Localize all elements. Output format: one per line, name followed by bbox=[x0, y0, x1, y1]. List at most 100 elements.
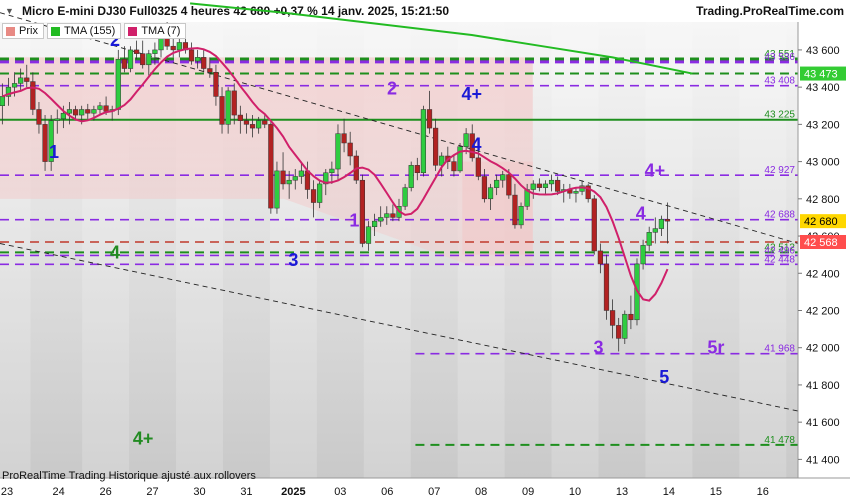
candle-body bbox=[121, 58, 127, 69]
wave-label: 2 bbox=[110, 30, 120, 50]
site-name: Trading.ProRealTime.com bbox=[696, 4, 844, 18]
candle-body bbox=[335, 133, 341, 170]
candle-body bbox=[347, 142, 353, 157]
price-swatch-icon bbox=[6, 26, 15, 36]
y-tick-label: 42 000 bbox=[806, 343, 840, 355]
candle-body bbox=[18, 77, 24, 84]
candle-body bbox=[420, 109, 427, 174]
level-label: 43 225 bbox=[764, 110, 795, 121]
y-tick-label: 43 200 bbox=[806, 119, 840, 131]
wave-label: 1 bbox=[49, 142, 59, 162]
legend-item-tma155[interactable]: TMA (155) bbox=[46, 23, 122, 39]
wave-label: 4+ bbox=[133, 428, 154, 448]
day-band bbox=[645, 22, 693, 478]
candle-body bbox=[628, 313, 634, 321]
candle-body bbox=[390, 213, 396, 218]
x-tick-label: 24 bbox=[53, 486, 65, 498]
x-tick-label: 08 bbox=[475, 486, 487, 498]
candle-body bbox=[219, 96, 225, 125]
candle-body bbox=[304, 170, 311, 190]
candle-body bbox=[542, 183, 549, 188]
candle-body bbox=[378, 217, 384, 222]
x-tick-label: 2025 bbox=[281, 486, 305, 498]
candle-body bbox=[280, 170, 286, 185]
y-tick-label: 43 600 bbox=[806, 45, 840, 57]
price-tag-label: 42 680 bbox=[804, 216, 838, 228]
candle-body bbox=[201, 57, 207, 69]
chart-title: Micro E-mini DJ30 Full0325 4 heures 42 6… bbox=[22, 4, 450, 18]
x-tick-label: 30 bbox=[193, 486, 205, 498]
y-tick-label: 43 400 bbox=[806, 82, 840, 94]
candle-body bbox=[597, 250, 603, 265]
legend-item-price[interactable]: Prix bbox=[2, 23, 44, 39]
candle-body bbox=[585, 185, 591, 200]
candle-body bbox=[11, 83, 18, 88]
price-tag bbox=[800, 234, 846, 249]
candle-body bbox=[451, 161, 457, 172]
wave-label: 3 bbox=[593, 337, 603, 357]
candle-body bbox=[54, 118, 60, 121]
candle-body bbox=[609, 310, 616, 326]
x-tick-label: 27 bbox=[146, 486, 158, 498]
legend-item-tma7[interactable]: TMA (7) bbox=[124, 23, 187, 39]
candle-body bbox=[152, 49, 158, 54]
collapse-icon[interactable]: ▼ bbox=[5, 6, 14, 16]
wave-label: 4 bbox=[110, 242, 120, 262]
wave-label: 1 bbox=[349, 211, 359, 231]
candle-body bbox=[512, 194, 518, 226]
candle-body bbox=[188, 49, 195, 62]
x-axis-bg bbox=[0, 478, 850, 500]
candle-body bbox=[24, 77, 30, 82]
candle-body bbox=[5, 86, 12, 97]
candle-body bbox=[225, 90, 231, 125]
price-tag-label: 43 473 bbox=[804, 69, 838, 81]
x-tick-label: 06 bbox=[381, 486, 393, 498]
level-label: 42 496 bbox=[764, 245, 795, 256]
candle-body bbox=[463, 133, 469, 147]
candle-body bbox=[616, 325, 622, 339]
candle-body bbox=[664, 219, 671, 222]
day-band bbox=[739, 22, 787, 478]
candle-body bbox=[329, 168, 335, 174]
y-axis-bg bbox=[798, 22, 850, 478]
level-label: 42 448 bbox=[764, 254, 795, 265]
candle-body bbox=[286, 179, 292, 185]
candle-body bbox=[195, 57, 201, 62]
day-band bbox=[551, 22, 599, 478]
y-tick-label: 41 600 bbox=[806, 417, 840, 429]
candle-body bbox=[487, 187, 494, 200]
wave-label: 5r bbox=[707, 337, 724, 357]
candle-body bbox=[176, 42, 182, 51]
candle-body bbox=[371, 220, 378, 227]
candle-body bbox=[317, 183, 323, 203]
level-label: 42 927 bbox=[764, 165, 795, 176]
level-label: 41 968 bbox=[764, 344, 795, 355]
candle-body bbox=[298, 170, 304, 177]
wave-label: 3 bbox=[288, 250, 298, 270]
candle-body bbox=[292, 176, 298, 181]
candle-body bbox=[426, 109, 433, 129]
x-tick-label: 23 bbox=[1, 486, 13, 498]
candle-body bbox=[103, 105, 109, 112]
price-tag bbox=[800, 66, 846, 81]
level-label: 43 551 bbox=[764, 49, 795, 60]
candle-body bbox=[91, 109, 97, 114]
x-tick-label: 07 bbox=[428, 486, 440, 498]
title-bar: ▼ Micro E-mini DJ30 Full0325 4 heures 42… bbox=[0, 0, 850, 22]
x-tick-label: 15 bbox=[710, 486, 722, 498]
candle-body bbox=[359, 179, 365, 244]
candle-body bbox=[310, 189, 317, 203]
candle-body bbox=[622, 313, 628, 339]
candle-body bbox=[341, 133, 347, 144]
wave-label: 2 bbox=[387, 79, 397, 99]
legend: Prix TMA (155) TMA (7) bbox=[2, 23, 187, 39]
candle-body bbox=[518, 206, 524, 226]
candle-body bbox=[170, 45, 176, 51]
y-tick-label: 41 800 bbox=[806, 380, 840, 392]
trend-line-lower bbox=[0, 243, 799, 412]
wave-label: 4 bbox=[636, 203, 646, 223]
candle-body bbox=[85, 109, 91, 114]
level-label: 43 408 bbox=[764, 76, 795, 87]
candle-body bbox=[36, 109, 42, 125]
